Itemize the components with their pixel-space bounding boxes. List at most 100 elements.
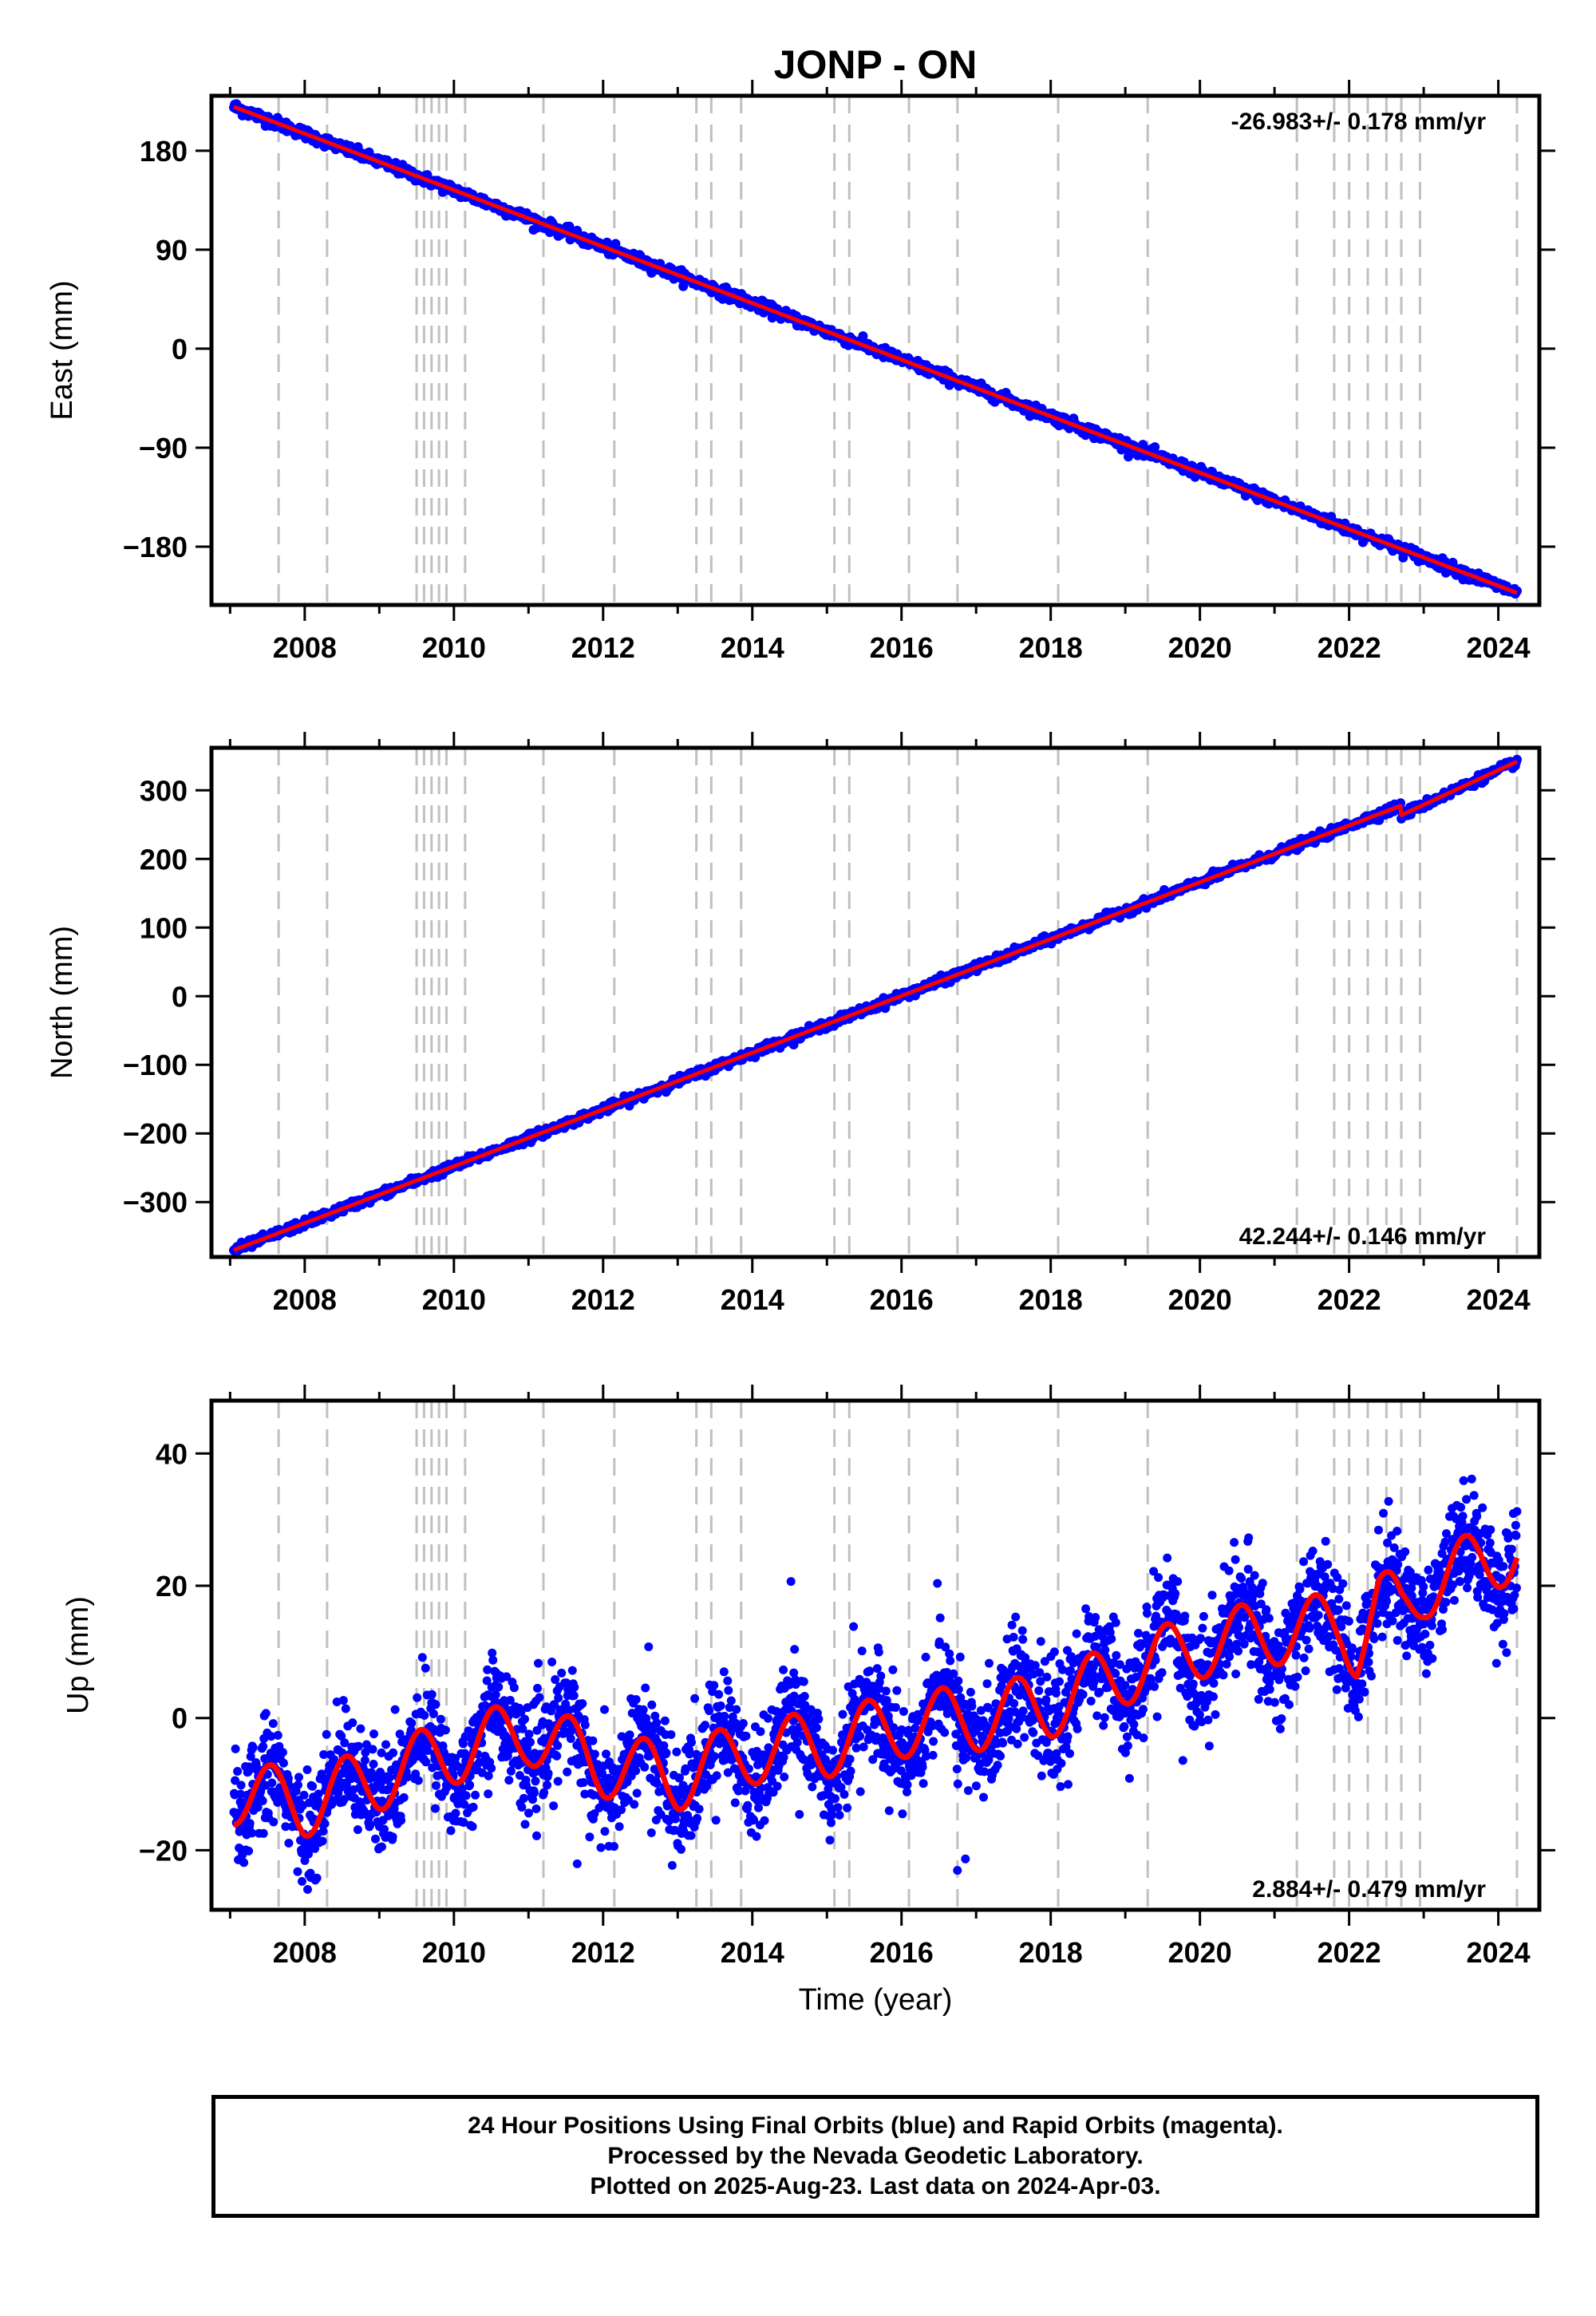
observation-point bbox=[389, 1748, 398, 1757]
observation-point bbox=[800, 1692, 809, 1701]
observation-point bbox=[440, 1725, 450, 1735]
model-curve bbox=[232, 759, 1519, 1252]
observation-point bbox=[686, 1831, 696, 1840]
observation-point bbox=[356, 1724, 365, 1733]
observation-point bbox=[484, 1789, 493, 1799]
observation-point bbox=[662, 1748, 671, 1757]
observation-point bbox=[579, 1778, 588, 1787]
x-tick-label: 2014 bbox=[721, 631, 784, 664]
observation-point bbox=[446, 1826, 456, 1836]
observation-point bbox=[318, 1836, 327, 1846]
velocity-rate-label: 42.244+/- 0.146 mm/yr bbox=[1239, 1223, 1487, 1250]
observation-point bbox=[487, 1764, 496, 1773]
event-lines bbox=[277, 1401, 1519, 1910]
observation-point bbox=[694, 1804, 704, 1814]
observation-point bbox=[530, 1788, 539, 1797]
observation-point bbox=[269, 1817, 279, 1827]
observation-point bbox=[494, 1682, 504, 1692]
observation-point bbox=[600, 1827, 610, 1836]
observation-point bbox=[534, 1658, 543, 1668]
observation-point bbox=[461, 1791, 471, 1800]
observation-point bbox=[632, 1788, 642, 1798]
observation-point bbox=[828, 1745, 837, 1755]
observation-point bbox=[549, 1801, 559, 1811]
observation-point bbox=[566, 1734, 575, 1743]
observation-point bbox=[835, 1810, 844, 1820]
observation-point bbox=[940, 1728, 950, 1737]
y-tick-label: −100 bbox=[123, 1049, 188, 1081]
x-tick-label: 2024 bbox=[1467, 631, 1531, 664]
observation-point bbox=[420, 1710, 429, 1720]
observation-point bbox=[431, 1700, 440, 1709]
y-axis-label: East (mm) bbox=[45, 280, 79, 420]
observation-point bbox=[846, 1766, 855, 1776]
observation-point bbox=[519, 1793, 528, 1803]
observation-point bbox=[369, 1760, 378, 1769]
observation-point bbox=[610, 1842, 618, 1852]
observation-point bbox=[553, 1777, 563, 1786]
observation-point bbox=[752, 1832, 761, 1841]
observation-point bbox=[741, 1731, 751, 1741]
observation-point bbox=[259, 1828, 268, 1838]
observation-point bbox=[872, 1664, 882, 1674]
observation-point bbox=[259, 1741, 268, 1751]
x-tick-label: 2022 bbox=[1317, 1283, 1381, 1316]
observation-point bbox=[535, 1693, 544, 1702]
east-panel: 2008 2010 2012 2014 2016 2018 2020 2022 2024−180… bbox=[45, 80, 1555, 664]
observation-point bbox=[353, 1825, 362, 1835]
observation-point bbox=[641, 1683, 650, 1693]
observation-point bbox=[795, 1810, 804, 1819]
observation-point bbox=[284, 1839, 294, 1848]
observation-point bbox=[660, 1716, 670, 1725]
observation-point bbox=[524, 1808, 533, 1818]
observation-point bbox=[369, 1729, 378, 1739]
observation-point bbox=[855, 1732, 865, 1741]
observation-point bbox=[640, 1762, 650, 1772]
velocity-rate-label: -26.983+/- 0.178 mm/yr bbox=[1231, 109, 1487, 135]
y-tick-label: 300 bbox=[140, 774, 188, 807]
observation-point bbox=[231, 1744, 240, 1753]
observation-point bbox=[625, 1730, 634, 1740]
y-tick-label: −180 bbox=[123, 531, 188, 563]
x-tick-label: 2010 bbox=[422, 631, 486, 664]
y-tick-label: 0 bbox=[172, 980, 188, 1013]
observation-point bbox=[429, 1709, 438, 1718]
observation-point bbox=[716, 1701, 725, 1710]
observation-point bbox=[935, 1613, 945, 1622]
observation-point bbox=[488, 1655, 498, 1665]
observation-point bbox=[564, 221, 575, 231]
observation-point bbox=[588, 1736, 598, 1745]
observation-point bbox=[354, 1741, 363, 1751]
observation-point bbox=[484, 1771, 493, 1780]
observation-point bbox=[789, 1691, 799, 1701]
observation-point bbox=[506, 1766, 516, 1776]
observation-point bbox=[491, 1690, 500, 1699]
observation-point bbox=[857, 1646, 867, 1656]
observation-point bbox=[690, 1694, 700, 1703]
observation-point bbox=[294, 1773, 303, 1782]
observation-point bbox=[652, 1779, 662, 1788]
observation-point bbox=[468, 1802, 478, 1812]
observation-point bbox=[825, 1836, 835, 1845]
y-tick-label: −200 bbox=[123, 1117, 188, 1150]
observation-point bbox=[543, 1769, 553, 1778]
observation-point bbox=[884, 1806, 894, 1816]
observation-point bbox=[786, 1577, 796, 1587]
observation-point bbox=[792, 1737, 802, 1747]
figure-title: JONP - ON bbox=[774, 42, 978, 87]
observation-point bbox=[236, 1780, 246, 1790]
observation-point bbox=[780, 1773, 789, 1781]
observation-point bbox=[554, 1694, 563, 1703]
observation-point bbox=[779, 1665, 788, 1674]
observation-point bbox=[726, 1696, 736, 1705]
observation-point bbox=[754, 1803, 763, 1812]
x-tick-label: 2016 bbox=[870, 631, 934, 664]
observation-point bbox=[293, 1867, 302, 1876]
observation-point bbox=[531, 1777, 540, 1786]
observation-point bbox=[827, 1818, 836, 1828]
observation-point bbox=[567, 1666, 577, 1675]
x-tick-label: 2008 bbox=[273, 1283, 337, 1316]
observation-point bbox=[322, 1729, 331, 1739]
x-tick-label: 2020 bbox=[1168, 1283, 1232, 1316]
observation-point bbox=[602, 1749, 610, 1759]
